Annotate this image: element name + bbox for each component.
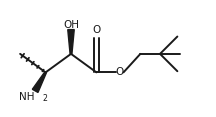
Text: O: O: [92, 25, 101, 35]
Text: NH: NH: [19, 92, 34, 102]
Text: OH: OH: [63, 20, 79, 30]
Polygon shape: [68, 30, 74, 54]
Polygon shape: [32, 72, 46, 92]
Text: 2: 2: [43, 94, 48, 103]
Text: O: O: [115, 67, 124, 77]
